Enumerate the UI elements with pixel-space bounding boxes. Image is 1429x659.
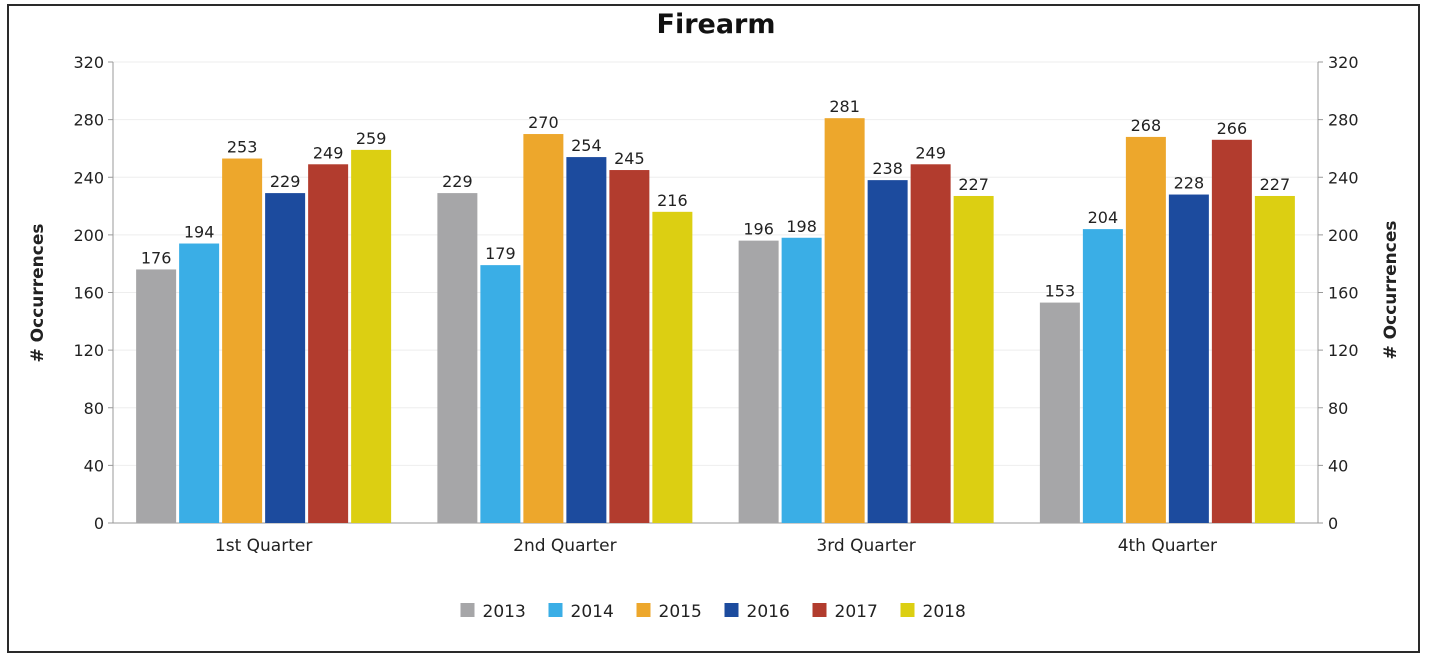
bar-2018-2: [652, 211, 693, 523]
data-label: 227: [1260, 175, 1291, 194]
y-tick-label-right: 120: [1328, 341, 1359, 360]
bar-2014-1: [179, 243, 220, 524]
legend-label: 2015: [659, 602, 702, 622]
y-tick-label-left: 80: [84, 399, 104, 418]
x-tick-label: 1st Quarter: [215, 536, 312, 556]
data-label: 229: [442, 172, 473, 191]
bar-2015-3: [824, 118, 865, 523]
data-label: 259: [356, 129, 387, 148]
bar-2015-2: [523, 134, 564, 523]
bar-2013-3: [738, 240, 779, 523]
data-labels: 176 194 253 229 249 259 229 179 270 254 245 216 196 1…: [141, 97, 1290, 300]
data-label: 245: [614, 149, 645, 168]
data-label: 196: [743, 220, 774, 239]
y-tick-label-left: 320: [73, 53, 104, 72]
legend-swatch-2017: [812, 603, 827, 617]
data-label: 253: [227, 138, 258, 157]
y-tick-label-right: 80: [1328, 399, 1348, 418]
y-tick-label-left: 120: [73, 341, 104, 360]
legend-label: 2016: [747, 602, 790, 622]
bar-2016-2: [566, 157, 607, 524]
bar-2014-4: [1082, 229, 1123, 524]
bar-2014-2: [480, 265, 521, 523]
bar-2016-3: [867, 180, 908, 523]
y-tick-label-right: 320: [1328, 53, 1359, 72]
data-label: 228: [1174, 174, 1205, 193]
bar-2013-2: [437, 193, 478, 524]
axes: 0 0 40 40 80 80 120 120 160 160 200 200 240 240 280 280…: [73, 53, 1358, 556]
y-tick-label-right: 40: [1328, 456, 1348, 475]
y-tick-label-left: 200: [73, 226, 104, 245]
data-label: 176: [141, 248, 172, 267]
legend-label: 2018: [923, 602, 966, 622]
bar-2014-3: [781, 237, 822, 523]
bar-2017-2: [609, 170, 650, 523]
data-label: 249: [915, 143, 946, 162]
x-tick-label: 3rd Quarter: [816, 536, 915, 556]
y-tick-label-right: 280: [1328, 111, 1359, 130]
bar-2016-4: [1168, 194, 1209, 523]
y-tick-label-left: 240: [73, 168, 104, 187]
data-label: 153: [1045, 282, 1076, 301]
bar-2015-4: [1125, 136, 1166, 523]
y-tick-label-left: 0: [94, 514, 104, 533]
bar-2018-1: [351, 149, 392, 524]
data-label: 268: [1131, 116, 1162, 135]
y-tick-label-right: 200: [1328, 226, 1359, 245]
bar-2017-4: [1211, 139, 1252, 523]
bar-2017-3: [910, 164, 951, 524]
y-tick-label-right: 240: [1328, 168, 1359, 187]
x-tick-label: 4th Quarter: [1118, 536, 1217, 556]
bar-2013-1: [136, 269, 177, 523]
data-label: 270: [528, 113, 559, 132]
data-label: 204: [1088, 208, 1119, 227]
y-axis-title-left: # Occurrences: [28, 224, 48, 363]
legend: 2013 2014 2015 2016 2017 2018: [460, 602, 966, 622]
legend-label: 2014: [571, 602, 614, 622]
data-label: 194: [184, 223, 215, 242]
y-tick-label-right: 0: [1328, 514, 1338, 533]
bar-2018-3: [953, 195, 994, 523]
data-label: 254: [571, 136, 602, 155]
data-label: 179: [485, 244, 516, 263]
x-tick-label: 2nd Quarter: [513, 536, 616, 556]
data-label: 238: [872, 159, 903, 178]
bar-2013-4: [1039, 302, 1080, 523]
bars: [136, 118, 1295, 524]
y-tick-label-left: 40: [84, 456, 104, 475]
data-label: 227: [958, 175, 989, 194]
legend-swatch-2018: [900, 603, 915, 617]
legend-swatch-2013: [460, 603, 475, 617]
legend-label: 2013: [483, 602, 526, 622]
chart-title: Firearm: [657, 9, 776, 40]
data-label: 281: [829, 97, 860, 116]
bar-2018-4: [1254, 195, 1295, 523]
bar-2015-1: [222, 158, 263, 523]
legend-swatch-2015: [636, 603, 651, 617]
y-tick-label-left: 280: [73, 111, 104, 130]
legend-label: 2017: [835, 602, 878, 622]
y-axis-title-right: # Occurrences: [1381, 221, 1401, 360]
bar-2017-1: [308, 164, 349, 524]
legend-swatch-2014: [548, 603, 563, 617]
data-label: 229: [270, 172, 301, 191]
data-label: 249: [313, 143, 344, 162]
y-tick-label-left: 160: [73, 284, 104, 303]
legend-swatch-2016: [724, 603, 739, 617]
y-tick-label-right: 160: [1328, 284, 1359, 303]
bar-2016-1: [265, 193, 306, 524]
data-label: 266: [1217, 119, 1248, 138]
data-label: 198: [786, 217, 817, 236]
data-label: 216: [657, 191, 688, 210]
